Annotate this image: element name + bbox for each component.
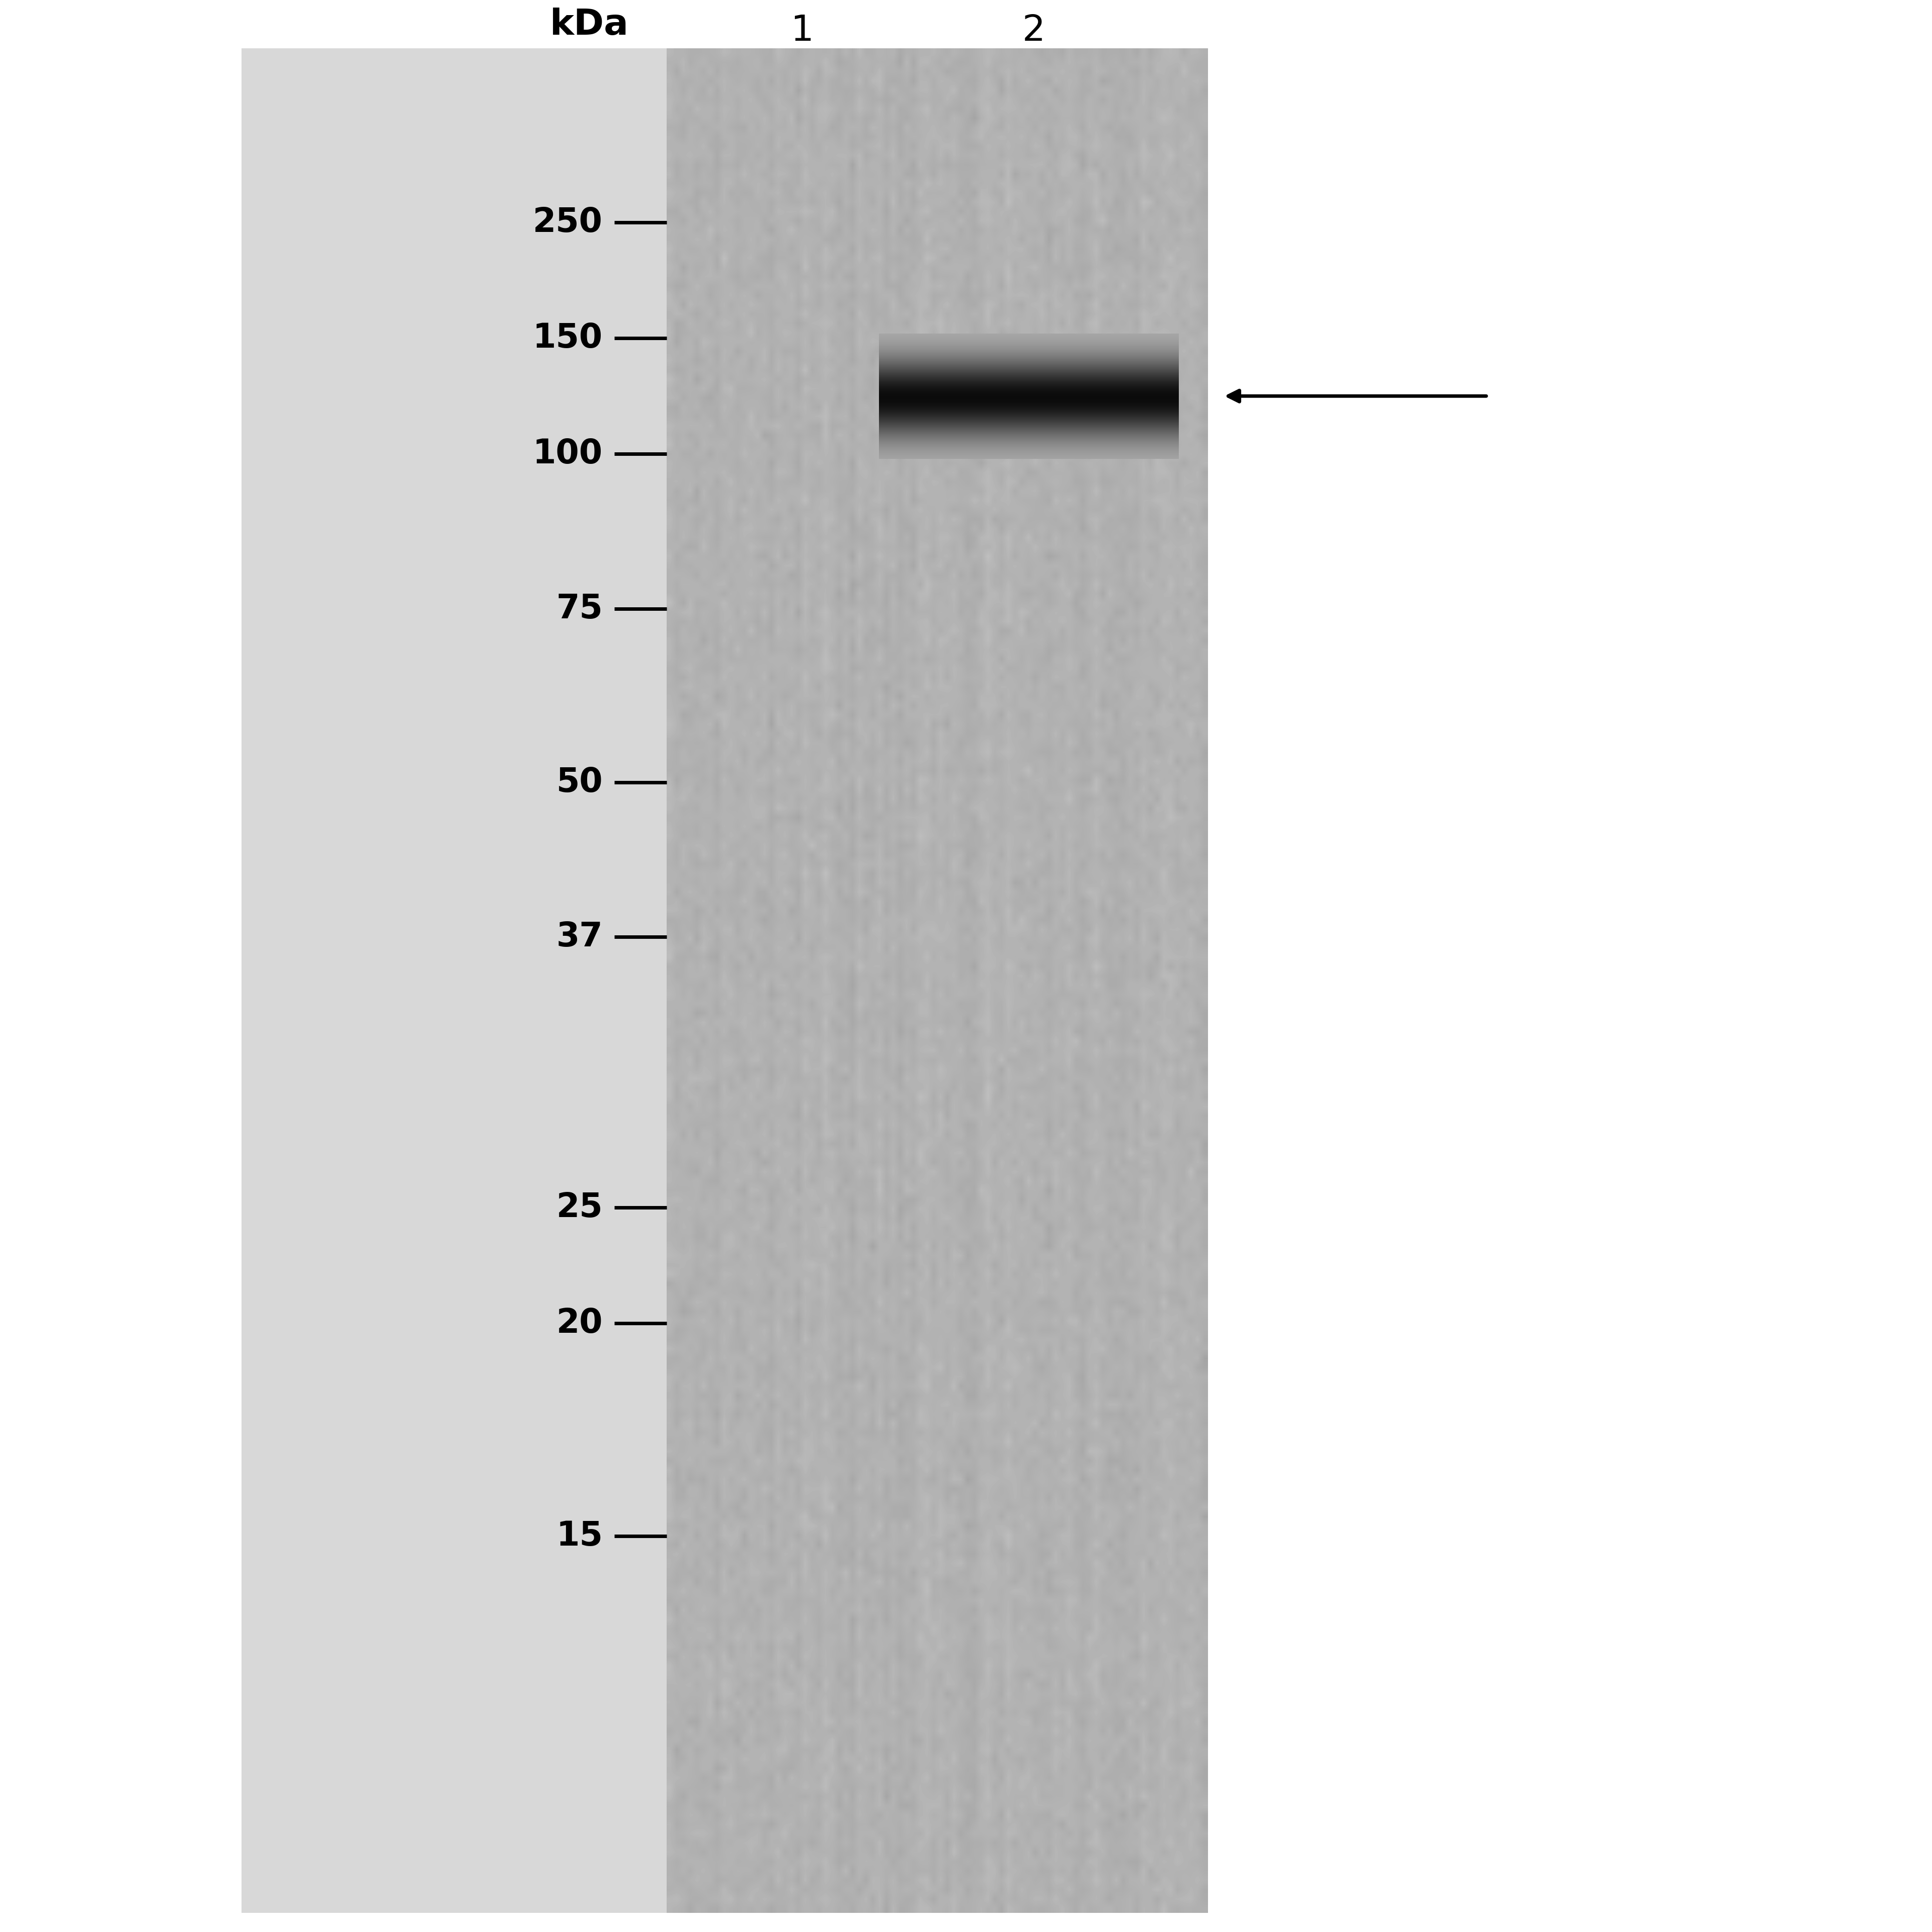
Text: 150: 150 [533,321,603,355]
Text: 2: 2 [1022,14,1045,48]
Text: 37: 37 [556,920,603,954]
Text: 100: 100 [533,437,603,471]
Text: 250: 250 [533,205,603,240]
Bar [242,48,667,1913]
Text: kDa: kDa [551,8,628,43]
Text: 15: 15 [556,1519,603,1553]
Text: 1: 1 [790,14,813,48]
Text: 20: 20 [556,1306,603,1341]
Text: 50: 50 [556,765,603,800]
Text: 75: 75 [556,591,603,626]
Text: 25: 25 [556,1190,603,1225]
